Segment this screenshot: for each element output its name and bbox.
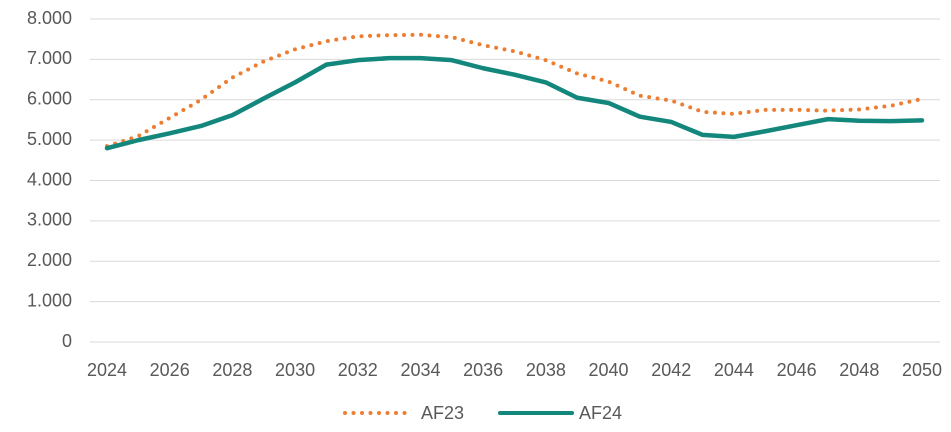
legend-label: AF23 <box>421 403 464 423</box>
legend-label: AF24 <box>579 403 622 423</box>
x-tick-label: 2048 <box>839 360 879 380</box>
x-tick-label: 2026 <box>150 360 190 380</box>
x-tick-label: 2024 <box>87 360 127 380</box>
y-tick-label: 6.000 <box>27 89 72 109</box>
x-tick-label: 2030 <box>275 360 315 380</box>
y-tick-label: 0 <box>62 331 72 351</box>
y-tick-label: 5.000 <box>27 129 72 149</box>
x-tick-label: 2050 <box>902 360 942 380</box>
x-tick-label: 2032 <box>338 360 378 380</box>
x-tick-label: 2036 <box>463 360 503 380</box>
y-tick-label: 1.000 <box>27 290 72 310</box>
x-tick-label: 2038 <box>526 360 566 380</box>
series-line <box>105 32 924 149</box>
x-tick-label: 2034 <box>400 360 440 380</box>
y-tick-label: 4.000 <box>27 169 72 189</box>
y-tick-label: 2.000 <box>27 250 72 270</box>
x-tick-label: 2040 <box>589 360 629 380</box>
x-tick-label: 2042 <box>651 360 691 380</box>
x-tick-label: 2044 <box>714 360 754 380</box>
y-tick-label: 8.000 <box>27 8 72 28</box>
y-tick-label: 3.000 <box>27 210 72 230</box>
series-line <box>104 55 925 151</box>
x-tick-label: 2028 <box>212 360 252 380</box>
y-tick-label: 7.000 <box>27 48 72 68</box>
x-tick-label: 2046 <box>777 360 817 380</box>
